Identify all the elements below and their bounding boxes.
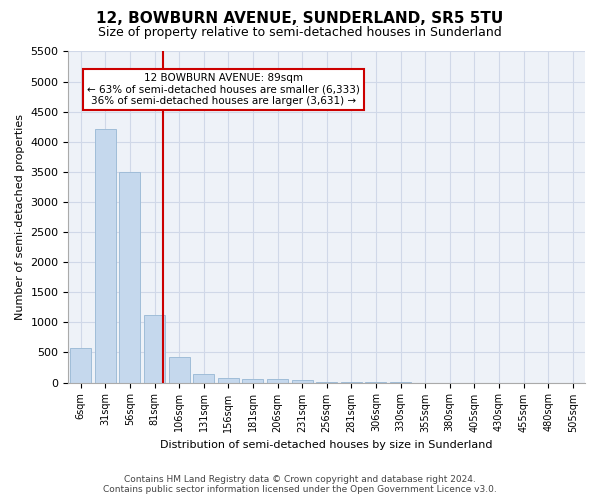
Bar: [242, 378, 263, 382]
Bar: [95, 128, 116, 382]
Text: 12, BOWBURN AVENUE, SUNDERLAND, SR5 5TU: 12, BOWBURN AVENUE, SUNDERLAND, SR5 5TU: [97, 11, 503, 26]
Y-axis label: Number of semi-detached properties: Number of semi-detached properties: [15, 114, 25, 320]
Bar: [218, 378, 239, 382]
X-axis label: Distribution of semi-detached houses by size in Sunderland: Distribution of semi-detached houses by …: [160, 440, 493, 450]
Bar: [193, 374, 214, 382]
Bar: [70, 348, 91, 382]
Bar: [267, 380, 288, 382]
Bar: [169, 358, 190, 382]
Bar: [144, 314, 165, 382]
Text: Size of property relative to semi-detached houses in Sunderland: Size of property relative to semi-detach…: [98, 26, 502, 39]
Bar: [292, 380, 313, 382]
Text: 12 BOWBURN AVENUE: 89sqm
← 63% of semi-detached houses are smaller (6,333)
36% o: 12 BOWBURN AVENUE: 89sqm ← 63% of semi-d…: [87, 73, 360, 106]
Text: Contains HM Land Registry data © Crown copyright and database right 2024.
Contai: Contains HM Land Registry data © Crown c…: [103, 474, 497, 494]
Bar: [119, 172, 140, 382]
